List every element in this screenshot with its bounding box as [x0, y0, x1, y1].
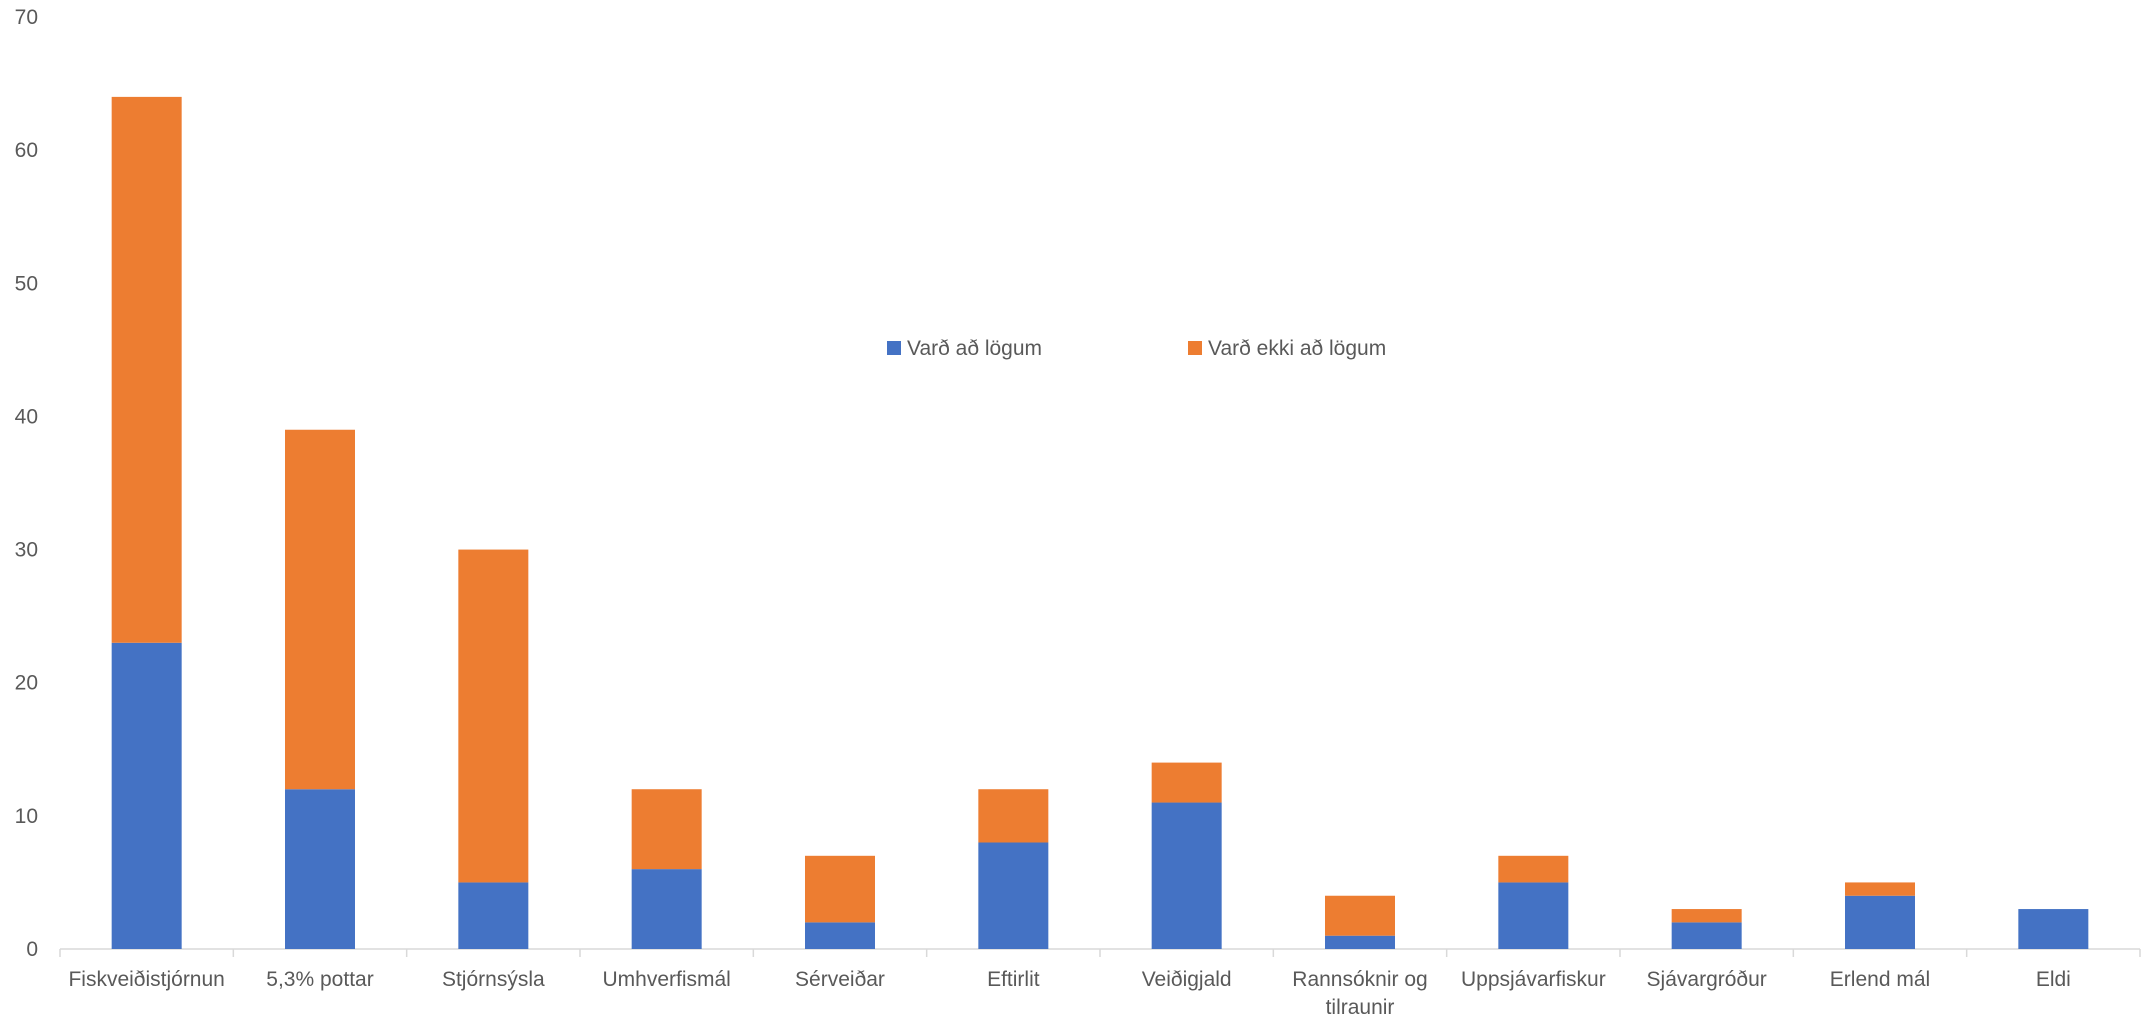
bar-segment-passed	[631, 869, 702, 949]
bar-segment-not-passed	[631, 789, 702, 870]
x-category-label: Fiskveiðistjórnun	[68, 968, 224, 991]
x-category-label: Veiðigjald	[1142, 968, 1232, 991]
bar-segment-passed	[978, 842, 1049, 949]
legend-swatch	[887, 341, 901, 355]
category-labels: Fiskveiðistjórnun 5,3% pottar Stjórnsýsla U…	[68, 968, 2070, 1019]
y-axis-ticks: 0 10 20 30 40 50 60 70	[15, 6, 38, 961]
bar-segment-not-passed	[285, 429, 355, 790]
x-category-label: Eftirlit	[987, 968, 1040, 991]
x-category-label: Rannsóknir og tilraunir	[1292, 968, 1427, 1019]
bar-segment-passed	[458, 882, 529, 949]
x-category-label: Umhverfismál	[602, 968, 730, 991]
bar-segment-passed	[805, 922, 875, 949]
x-category-label: Sjávargróður	[1647, 968, 1767, 991]
y-tick-label: 20	[15, 672, 38, 695]
x-category-label: Stjórnsýsla	[442, 968, 545, 991]
bar-segment-passed	[1325, 935, 1395, 949]
x-category-label: Eldi	[2036, 968, 2071, 991]
y-tick-label: 70	[15, 6, 38, 29]
legend-label: Varð að lögum	[907, 337, 1042, 360]
bar-segment-passed	[1671, 922, 1742, 949]
bar-segment-passed	[1151, 802, 1222, 949]
x-category-label: Sérveiðar	[795, 968, 885, 991]
x-axis-tick-marks	[59, 949, 2141, 957]
bars	[111, 96, 2089, 949]
bar-segment-passed	[1845, 895, 1915, 949]
bar-segment-passed	[2018, 909, 2089, 949]
bar-segment-not-passed	[978, 789, 1049, 843]
bar-segment-not-passed	[1151, 762, 1222, 803]
bar-segment-not-passed	[1671, 909, 1742, 923]
y-tick-label: 60	[15, 139, 38, 162]
bar-segment-passed	[1498, 882, 1569, 949]
bar-segment-not-passed	[458, 549, 529, 883]
y-tick-label: 0	[26, 938, 38, 961]
x-category-label: Uppsjávarfiskur	[1461, 968, 1606, 991]
bar-segment-not-passed	[805, 855, 875, 923]
bar-segment-not-passed	[1845, 882, 1915, 896]
bar-segment-passed	[111, 642, 182, 949]
bar-segment-not-passed	[1498, 855, 1569, 883]
y-tick-label: 50	[15, 272, 38, 295]
legend-label: Varð ekki að lögum	[1208, 337, 1386, 360]
y-tick-label: 40	[15, 405, 38, 428]
legend: Varð að lögum Varð ekki að lögum	[887, 337, 1386, 360]
bar-segment-passed	[285, 789, 355, 949]
bar-segment-not-passed	[1325, 895, 1395, 936]
x-category-label: Erlend mál	[1830, 968, 1930, 991]
bar-segment-not-passed	[111, 96, 182, 643]
x-category-label: 5,3% pottar	[266, 968, 373, 991]
y-tick-label: 30	[15, 539, 38, 562]
legend-swatch	[1188, 341, 1202, 355]
y-tick-label: 10	[15, 805, 38, 828]
